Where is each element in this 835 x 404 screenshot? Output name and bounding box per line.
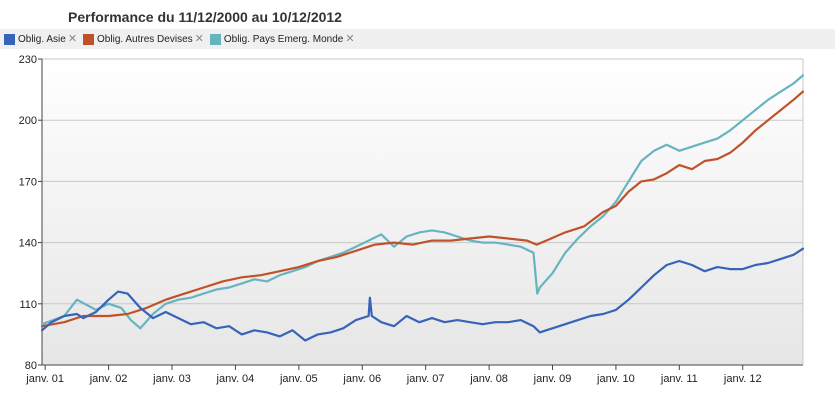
x-tick-label: janv. 07 bbox=[406, 373, 445, 385]
series-line-oblig-asie bbox=[40, 247, 805, 342]
x-tick-label: janv. 01 bbox=[25, 373, 64, 385]
x-tick-label: janv. 04 bbox=[216, 373, 255, 385]
x-tick-label: janv. 06 bbox=[342, 373, 381, 385]
legend-item-pays-emerg[interactable]: Oblig. Pays Emerg. Monde ✕ bbox=[209, 33, 355, 45]
legend-item-autres-devises[interactable]: Oblig. Autres Devises ✕ bbox=[83, 33, 204, 45]
y-tick-label: 230 bbox=[19, 54, 37, 66]
x-tick-label: janv. 10 bbox=[596, 373, 635, 385]
y-tick-label: 170 bbox=[19, 176, 37, 188]
close-icon[interactable]: ✕ bbox=[67, 33, 78, 45]
legend-swatch-pays-emerg bbox=[209, 33, 221, 45]
legend-label-autres-devises: Oblig. Autres Devises bbox=[97, 33, 193, 45]
y-tick-label: 200 bbox=[19, 115, 37, 127]
legend: Oblig. Asie ✕ Oblig. Autres Devises ✕ Ob… bbox=[0, 29, 835, 49]
legend-swatch-asie bbox=[4, 33, 15, 45]
x-tick-label: janv. 12 bbox=[723, 373, 762, 385]
plot-background bbox=[42, 59, 803, 365]
x-tick-label: janv. 11 bbox=[660, 373, 698, 385]
x-tick-label: janv. 09 bbox=[533, 373, 572, 385]
y-tick-label: 80 bbox=[25, 360, 37, 372]
legend-item-asie[interactable]: Oblig. Asie ✕ bbox=[4, 33, 78, 45]
series-line-oblig-pays-emerg-monde bbox=[40, 74, 805, 330]
y-tick-label: 140 bbox=[19, 238, 37, 250]
y-tick-label: 110 bbox=[19, 299, 37, 311]
x-tick-label: janv. 03 bbox=[152, 373, 191, 385]
x-tick-label: janv. 08 bbox=[469, 373, 508, 385]
legend-label-asie: Oblig. Asie bbox=[18, 33, 66, 45]
x-tick-label: janv. 05 bbox=[279, 373, 318, 385]
series-line-oblig-autres-devises bbox=[40, 90, 805, 328]
x-tick-label: janv. 02 bbox=[89, 373, 128, 385]
chart-title: Performance du 11/12/2000 au 10/12/2012 bbox=[68, 9, 342, 25]
close-icon[interactable]: ✕ bbox=[194, 33, 204, 45]
close-icon[interactable]: ✕ bbox=[345, 33, 355, 45]
line-chart: 80 110 140 170 200 230 janv. 01 janv. 02 janv. 0… bbox=[19, 54, 805, 385]
legend-swatch-autres-devises bbox=[83, 33, 95, 45]
legend-label-pays-emerg: Oblig. Pays Emerg. Monde bbox=[223, 33, 344, 45]
